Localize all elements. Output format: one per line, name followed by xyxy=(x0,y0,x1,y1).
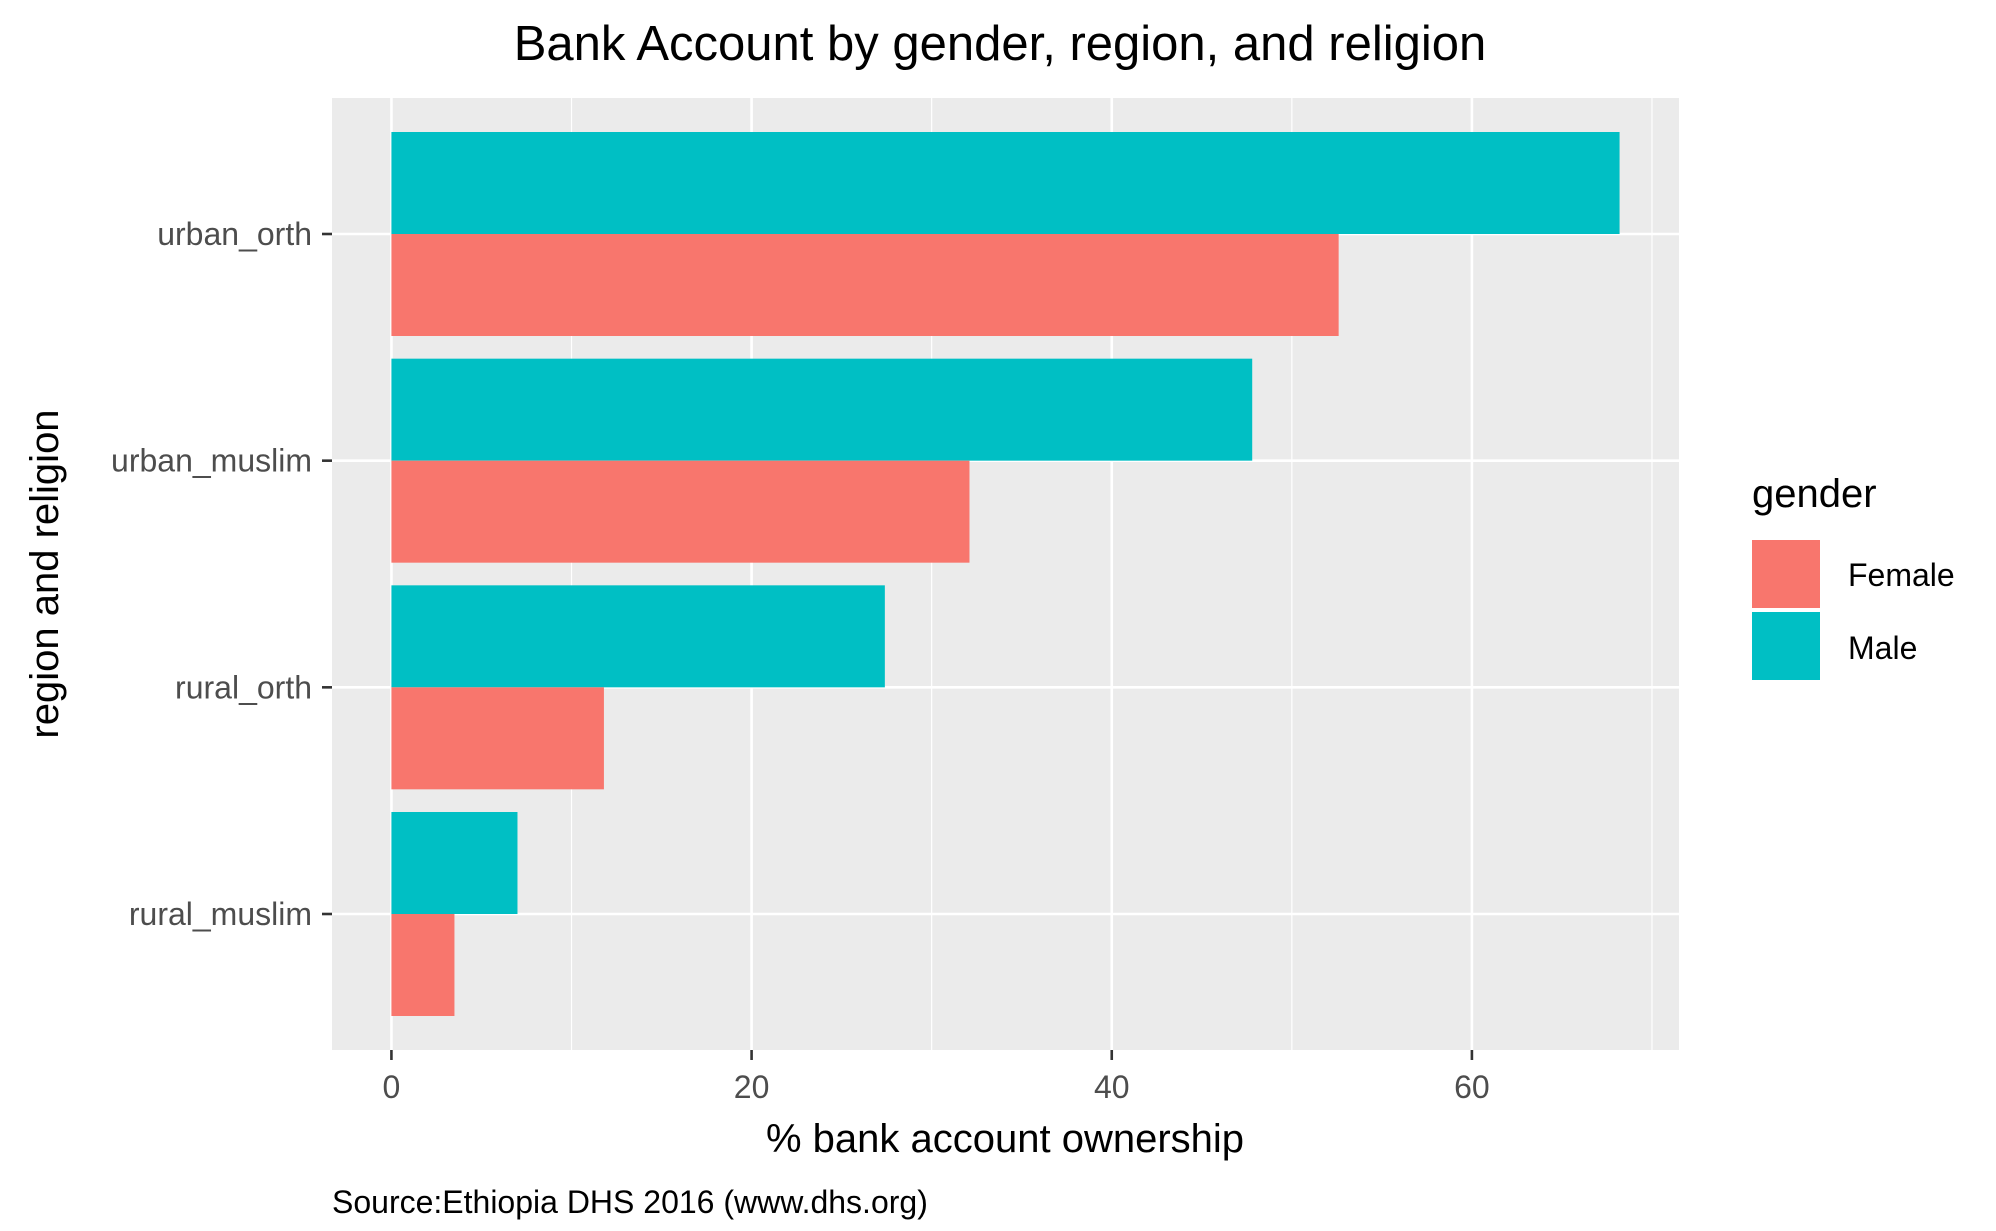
bar-male-urban_muslim xyxy=(391,358,1253,461)
legend-title: gender xyxy=(1752,472,1877,516)
y-tick-label: rural_muslim xyxy=(129,896,312,932)
legend: gender Female Male xyxy=(1752,472,1955,680)
legend-key-female xyxy=(1752,540,1820,608)
bar-female-urban_muslim xyxy=(391,460,970,563)
x-tick-label: 40 xyxy=(1094,1069,1130,1105)
y-tick-label: rural_orth xyxy=(175,669,312,705)
chart-title: Bank Account by gender, region, and reli… xyxy=(514,17,1487,71)
caption: Source:Ethiopia DHS 2016 (www.dhs.org) xyxy=(332,1184,928,1220)
x-tick-label: 60 xyxy=(1454,1069,1490,1105)
bar-female-urban_orth xyxy=(391,234,1339,336)
x-tick-label: 0 xyxy=(383,1069,401,1105)
legend-key-male xyxy=(1752,612,1820,680)
x-axis-title: % bank account ownership xyxy=(766,1117,1244,1161)
y-tick-label: urban_orth xyxy=(157,216,312,252)
bar-male-rural_orth xyxy=(391,585,885,688)
bar-male-urban_orth xyxy=(391,132,1620,234)
bar-female-rural_orth xyxy=(391,687,604,790)
y-tick-label: urban_muslim xyxy=(111,443,312,479)
x-tick-label: 20 xyxy=(734,1069,770,1105)
axes: urban_orth urban_muslim rural_orth rural_mu… xyxy=(111,216,1490,1105)
bars xyxy=(391,132,1620,1016)
y-axis-title: region and religion xyxy=(23,409,67,738)
legend-label-female: Female xyxy=(1848,557,1955,593)
bar-female-rural_muslim xyxy=(391,914,455,1016)
legend-label-male: Male xyxy=(1848,630,1917,666)
bar-male-rural_muslim xyxy=(391,812,518,914)
